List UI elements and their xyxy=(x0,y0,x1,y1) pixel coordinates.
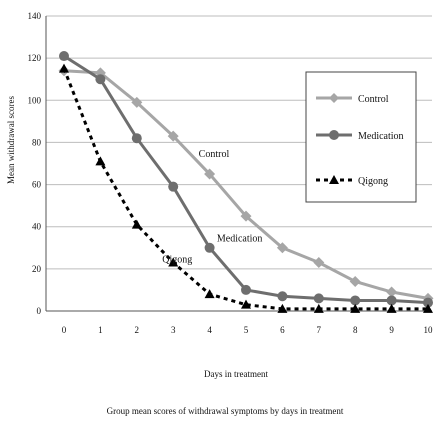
data-point xyxy=(240,210,252,222)
y-tick-label: 20 xyxy=(32,264,42,274)
x-tick-label: 5 xyxy=(244,325,249,335)
data-point xyxy=(423,297,433,308)
series-lines xyxy=(58,51,434,313)
data-point xyxy=(386,303,397,313)
data-point xyxy=(95,74,106,85)
data-point xyxy=(204,168,216,180)
data-point xyxy=(313,293,324,304)
data-point xyxy=(168,181,179,192)
data-point xyxy=(167,130,179,142)
y-tick-label: 100 xyxy=(28,95,42,105)
legend-entry-qigong: Qigong xyxy=(316,175,388,187)
data-point xyxy=(313,257,325,269)
x-tick-label: 9 xyxy=(389,325,394,335)
y-tick-label: 80 xyxy=(32,137,42,147)
data-point xyxy=(350,303,361,313)
data-point xyxy=(313,303,324,313)
series-medication xyxy=(59,51,433,308)
data-point xyxy=(204,242,215,253)
series-line xyxy=(62,68,428,311)
data-point xyxy=(131,96,143,108)
x-tick-label: 0 xyxy=(62,325,67,335)
legend-entries: Control Medication Qigong xyxy=(316,93,404,187)
data-point xyxy=(423,303,433,313)
x-tick-label: 6 xyxy=(280,325,285,335)
series-annotations: Control Medication Qigong xyxy=(162,149,262,265)
x-tick-label: 7 xyxy=(317,325,322,335)
x-tick-label: 2 xyxy=(135,325,140,335)
data-point xyxy=(131,219,142,229)
series-control xyxy=(58,65,434,304)
gridlines xyxy=(46,15,432,270)
data-point xyxy=(204,289,215,299)
legend-label: Control xyxy=(358,94,389,105)
legend-entry-medication: Medication xyxy=(316,130,404,142)
data-point xyxy=(277,303,288,313)
y-tick-label: 140 xyxy=(28,11,42,21)
y-tick-label: 0 xyxy=(37,306,42,316)
data-point xyxy=(349,276,361,287)
data-point xyxy=(59,51,69,62)
x-axis-title: Days in treatment xyxy=(204,369,268,379)
annotation-qigong: Qigong xyxy=(162,255,192,266)
legend-marker xyxy=(329,130,339,140)
legend-label: Qigong xyxy=(358,176,388,187)
chart-caption: Group mean scores of withdrawal symptoms… xyxy=(107,406,344,416)
legend-entry-control: Control xyxy=(316,93,389,105)
y-tick-label: 40 xyxy=(32,222,42,232)
x-tick-label: 4 xyxy=(207,325,212,335)
legend-marker xyxy=(329,175,339,184)
x-tick-label: 1 xyxy=(98,325,103,335)
legend-marker xyxy=(329,93,339,103)
x-tick-label: 8 xyxy=(353,325,358,335)
data-point xyxy=(276,242,288,254)
data-point xyxy=(350,295,361,306)
y-axis-title: Mean withdrawal scores xyxy=(6,96,16,184)
data-point xyxy=(131,133,142,144)
data-point xyxy=(241,299,251,309)
data-point xyxy=(386,295,397,306)
legend-label: Medication xyxy=(358,131,404,142)
x-tick-label: 3 xyxy=(171,325,176,335)
x-tick-labels: 0 1 2 3 4 5 6 7 8 9 10 xyxy=(62,325,433,335)
data-point xyxy=(386,286,398,298)
data-point xyxy=(59,63,69,73)
annotation-control: Control xyxy=(199,149,230,160)
legend: Control Medication Qigong xyxy=(305,71,417,203)
y-tick-label: 60 xyxy=(32,180,42,190)
y-tick-labels: 0 20 40 60 80 100 120 140 xyxy=(28,11,42,316)
series-qigong xyxy=(59,63,433,313)
data-point xyxy=(168,257,179,267)
data-point xyxy=(95,156,106,166)
y-tick-label: 120 xyxy=(28,53,42,63)
annotation-medication: Medication xyxy=(217,233,263,244)
x-tick-label: 10 xyxy=(424,325,434,335)
data-point xyxy=(277,291,288,302)
data-point xyxy=(241,284,251,295)
